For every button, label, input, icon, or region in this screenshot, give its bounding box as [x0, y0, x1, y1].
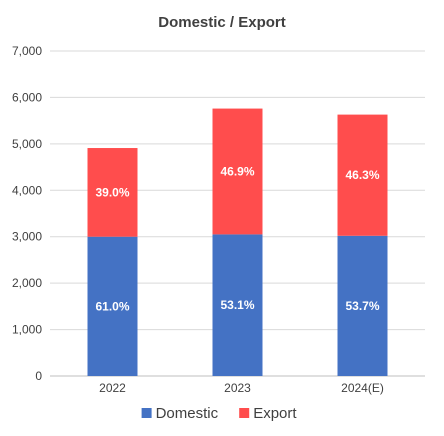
y-tick-label: 2,000 [12, 276, 42, 290]
legend-label-domestic: Domestic [156, 405, 219, 422]
data-label: 61.0% [95, 299, 129, 313]
legend-label-export: Export [253, 405, 297, 422]
data-label: 53.7% [345, 299, 379, 313]
data-label: 46.9% [220, 164, 254, 178]
bar-domestic-2022 [87, 236, 138, 376]
x-tick-label: 2023 [224, 381, 251, 395]
bar-domestic-2024e [337, 235, 388, 376]
bar-export-2024e [337, 114, 388, 236]
legend-swatch-export [239, 408, 250, 418]
legend: Domestic Export [141, 405, 297, 422]
x-tick-label: 2022 [99, 381, 126, 395]
grid-layer: 0 1,000 2,000 3,000 4,000 5,000 6,000 7,000 [12, 44, 425, 383]
y-tick-label: 0 [35, 369, 42, 383]
y-tick-label: 6,000 [12, 90, 42, 104]
y-tick-label: 3,000 [12, 230, 42, 244]
bars-layer [87, 108, 388, 376]
data-label: 46.3% [345, 168, 379, 182]
x-tick-label: 2024(E) [341, 381, 384, 395]
y-tick-label: 7,000 [12, 44, 42, 58]
y-tick-label: 1,000 [12, 323, 42, 337]
y-tick-label: 5,000 [12, 137, 42, 151]
labels-layer: 61.0% 39.0% 53.1% 46.9% 53.7% 46.3% [95, 164, 379, 313]
y-tick-label: 4,000 [12, 183, 42, 197]
chart-title: Domestic / Export [158, 14, 286, 31]
data-label: 53.1% [220, 298, 254, 312]
data-label: 39.0% [95, 185, 129, 199]
bar-export-2023 [212, 108, 263, 235]
bar-export-2022 [87, 148, 138, 237]
legend-swatch-domestic [141, 408, 152, 418]
bar-domestic-2023 [212, 234, 263, 376]
x-axis-layer: 2022 2023 2024(E) [99, 381, 384, 395]
